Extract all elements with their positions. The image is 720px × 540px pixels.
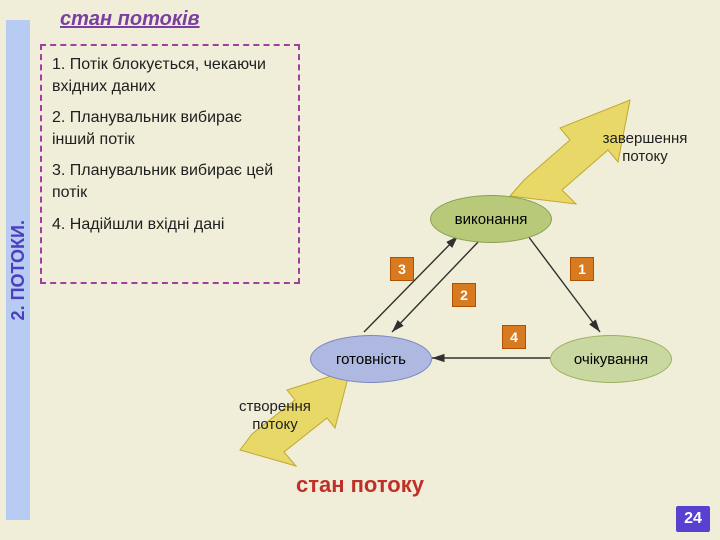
edge-label-2: 2 [452, 283, 476, 307]
chapter-sidebar: 2. ПОТОКИ. [6, 20, 30, 520]
edge-1 [525, 232, 600, 332]
state-waiting: очікування [550, 335, 672, 383]
page-number: 24 [676, 506, 710, 532]
edge-label-4: 4 [502, 325, 526, 349]
caption-completion: завершення потоку [590, 130, 700, 166]
edge-label-3: 3 [390, 257, 414, 281]
state-ready: готовність [310, 335, 432, 383]
legend-item-1: 1. Потік блокується, чекаючи вхідних дан… [52, 54, 288, 97]
state-diagram: виконання готовність очікування 3 2 1 4 … [180, 110, 700, 470]
caption-completion-text: завершення потоку [603, 130, 688, 165]
caption-creation: створення потоку [220, 398, 330, 434]
slide-title: стан потоків [60, 8, 200, 31]
chapter-label: 2. ПОТОКИ. [8, 220, 29, 320]
edge-label-1: 1 [570, 257, 594, 281]
bottom-title: стан потоку [0, 472, 720, 498]
caption-creation-text: створення потоку [239, 398, 311, 433]
state-running: виконання [430, 195, 552, 243]
edge-3 [364, 236, 458, 332]
